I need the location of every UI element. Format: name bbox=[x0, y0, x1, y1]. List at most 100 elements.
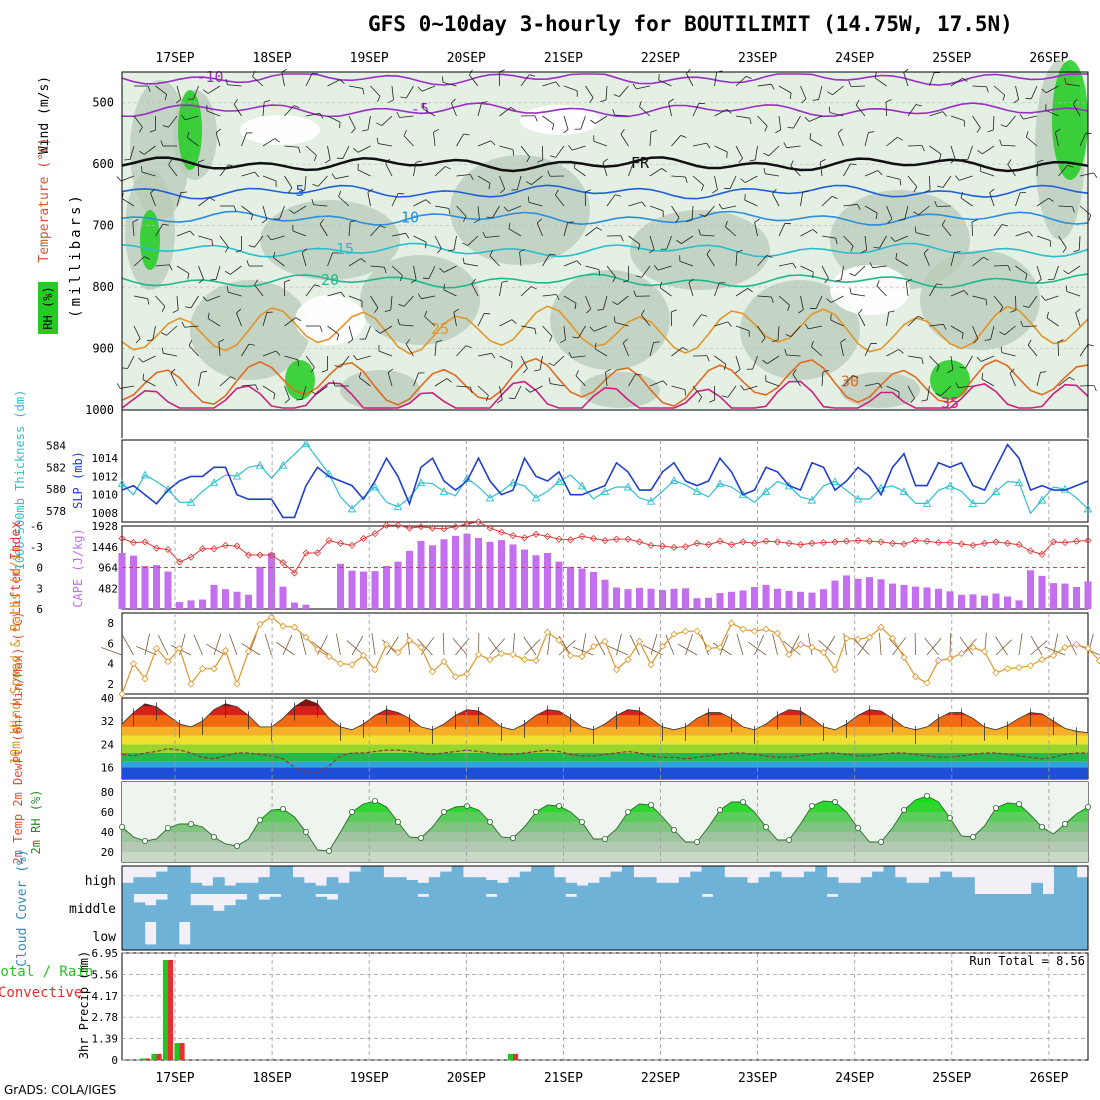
wind-barb-flag bbox=[462, 257, 465, 264]
cloud-cell bbox=[315, 922, 328, 950]
wind-barb-flag bbox=[144, 256, 150, 260]
wind-barb bbox=[327, 325, 339, 335]
wind-barb bbox=[456, 133, 465, 147]
cloud-cell bbox=[678, 877, 691, 894]
date-label-bottom: 17SEP bbox=[155, 1071, 194, 1086]
cape-bar bbox=[647, 588, 655, 609]
wind-barb bbox=[176, 192, 182, 207]
date-label-top: 23SEP bbox=[738, 51, 777, 66]
wind-barb-flag bbox=[801, 98, 807, 104]
wind-barb bbox=[692, 175, 704, 186]
cloud-cell bbox=[906, 922, 919, 950]
wind-barb-flag bbox=[989, 188, 995, 193]
wind-barb-flag bbox=[875, 212, 878, 219]
wind-barb-flag bbox=[203, 89, 209, 94]
surface-wind-barb bbox=[700, 634, 709, 656]
cloud-cell bbox=[497, 922, 509, 950]
wind-barb bbox=[563, 295, 577, 304]
lifted-index-marker bbox=[210, 545, 218, 553]
wind-barb-flag bbox=[186, 131, 190, 138]
cape-bar bbox=[566, 566, 575, 609]
rh-marker bbox=[740, 799, 747, 806]
wind-barb bbox=[215, 265, 221, 280]
cloud-cell bbox=[462, 877, 475, 894]
lifted-index-marker bbox=[589, 534, 598, 543]
rh-side-label: RH (%) bbox=[41, 286, 55, 329]
temp-axis-title: 2m Temp 2m DewPt (6hr Min/Max) (°C) bbox=[11, 612, 25, 865]
wind-barb bbox=[786, 354, 801, 357]
cape-bar bbox=[992, 593, 1000, 609]
pressure-tick-label: 1000 bbox=[85, 403, 114, 417]
wind-barb bbox=[628, 162, 634, 177]
wind-speed-marker bbox=[900, 653, 908, 662]
wind-barb-flag bbox=[822, 369, 829, 373]
wind-barb bbox=[563, 260, 578, 267]
rh-tick-label: 60 bbox=[101, 806, 114, 819]
wind-barb bbox=[864, 235, 868, 250]
precip-total-bar bbox=[151, 1053, 157, 1060]
wind-barb-flag bbox=[296, 399, 303, 401]
wind-speed-marker bbox=[670, 630, 678, 638]
wind-speed-marker bbox=[865, 633, 874, 641]
wind-barb bbox=[391, 193, 399, 207]
wind-barb bbox=[1036, 372, 1041, 387]
wind-barb-flag bbox=[597, 309, 604, 311]
lifted-index-marker bbox=[647, 541, 655, 549]
wind-barb bbox=[236, 312, 242, 327]
cloud-cell bbox=[906, 882, 919, 894]
wind-barb bbox=[1058, 235, 1067, 248]
cloud-cell bbox=[519, 871, 532, 894]
wind-barb-flag bbox=[319, 219, 324, 225]
wind-barb bbox=[421, 85, 436, 92]
wind-barb-flag bbox=[654, 265, 659, 271]
wind-speed-marker bbox=[1061, 643, 1069, 651]
wind-barb bbox=[516, 175, 522, 190]
wind-barb-flag bbox=[950, 159, 956, 164]
surface-wind-barb bbox=[607, 645, 629, 656]
wind-barb bbox=[941, 224, 952, 237]
surface-wind-barb bbox=[892, 637, 907, 656]
wind-barb bbox=[127, 355, 135, 369]
cloud-cell bbox=[690, 894, 703, 922]
temp-band bbox=[122, 726, 1088, 736]
chart-title: GFS 0~10day 3-hourly for BOUTILIMIT (14.… bbox=[368, 12, 1013, 36]
wind-barb bbox=[980, 171, 995, 177]
wind-speed-marker bbox=[578, 652, 586, 661]
surface-wind-barb bbox=[677, 643, 698, 656]
cloud-cell bbox=[133, 877, 146, 894]
wind-barb bbox=[800, 229, 814, 237]
wind-barb-flag bbox=[1010, 309, 1017, 313]
wind-barb bbox=[262, 138, 276, 147]
wind-barb-flag bbox=[1057, 339, 1064, 343]
rh-marker bbox=[809, 803, 816, 810]
wind-barb-flag bbox=[984, 339, 991, 341]
wind-barb-flag bbox=[1040, 371, 1047, 373]
rh-high-shading bbox=[140, 210, 160, 270]
wind-barb bbox=[851, 293, 866, 297]
cloud-cell bbox=[701, 866, 714, 894]
cloud-cell bbox=[1019, 922, 1032, 950]
thickness-marker bbox=[853, 494, 863, 503]
wind-barb-flag bbox=[559, 339, 566, 344]
wind-barb bbox=[365, 325, 371, 340]
wind-barb-flag bbox=[211, 239, 213, 246]
wind-barb bbox=[819, 162, 823, 177]
wind-barb-flag bbox=[189, 230, 195, 236]
thickness-marker bbox=[761, 486, 771, 495]
lifted-index-marker bbox=[359, 534, 368, 543]
wind-barb-flag bbox=[267, 234, 272, 241]
cloud-cell bbox=[803, 894, 816, 922]
rh-marker bbox=[302, 829, 309, 836]
rh-low-shading bbox=[240, 115, 320, 145]
wind-speed-marker bbox=[1084, 644, 1092, 653]
wind-barb bbox=[168, 115, 178, 128]
wind-barb-flag bbox=[207, 312, 210, 319]
cloud-cell bbox=[701, 922, 714, 950]
rh-marker bbox=[947, 815, 954, 822]
wind-barb bbox=[453, 235, 457, 250]
wind-barb bbox=[542, 81, 557, 87]
wind-barb bbox=[657, 265, 672, 271]
cloud-cell bbox=[1042, 894, 1055, 922]
wind-barb-flag bbox=[246, 260, 250, 267]
wind-speed-marker bbox=[1072, 640, 1081, 648]
